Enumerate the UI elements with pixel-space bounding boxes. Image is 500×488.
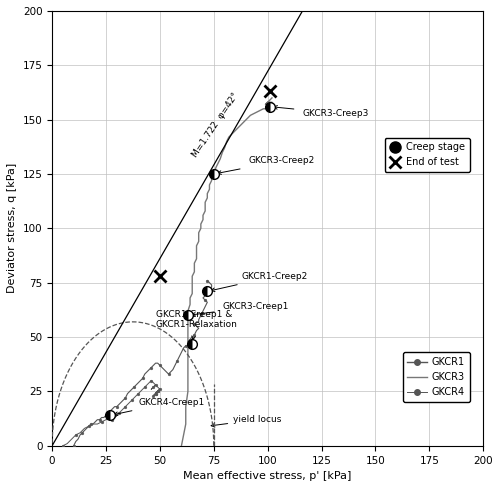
Text: GKCR1-Creep2: GKCR1-Creep2 xyxy=(211,272,308,291)
Text: GKCR1-Creep1 &
GKCR1-Relaxation: GKCR1-Creep1 & GKCR1-Relaxation xyxy=(156,310,238,340)
Text: GKCR3-Creep1: GKCR3-Creep1 xyxy=(192,302,289,316)
Text: GKCR3-Creep3: GKCR3-Creep3 xyxy=(274,105,368,118)
Text: yield locus: yield locus xyxy=(211,415,282,427)
Y-axis label: Deviator stress, q [kPa]: Deviator stress, q [kPa] xyxy=(7,163,17,293)
Text: M=1.722  φ=42°: M=1.722 φ=42° xyxy=(191,91,241,159)
Text: GKCR4-Creep1: GKCR4-Creep1 xyxy=(114,398,204,416)
X-axis label: Mean effective stress, p' [kPa]: Mean effective stress, p' [kPa] xyxy=(184,471,352,481)
Legend: GKCR1, GKCR3, GKCR4: GKCR1, GKCR3, GKCR4 xyxy=(402,352,470,402)
Text: GKCR3-Creep2: GKCR3-Creep2 xyxy=(218,157,314,174)
